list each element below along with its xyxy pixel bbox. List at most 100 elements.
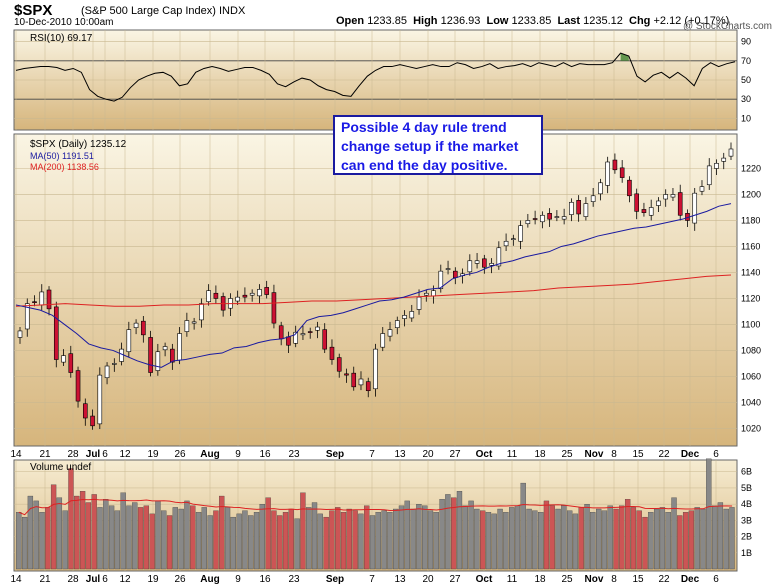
- symbol-description: (S&P 500 Large Cap Index) INDX: [81, 5, 246, 17]
- price-tick-label: 1080: [741, 345, 761, 355]
- x-tick-label: 21: [39, 449, 51, 460]
- candle-body: [17, 330, 23, 338]
- volume-bar: [346, 508, 352, 570]
- volume-bar: [103, 499, 109, 570]
- volume-bar: [85, 502, 92, 570]
- candle-body: [394, 320, 400, 328]
- candle-body: [90, 415, 95, 427]
- volume-bar: [711, 505, 718, 570]
- volume-bar: [126, 505, 132, 570]
- price-tick-label: 1120: [741, 293, 760, 303]
- candle-body: [155, 351, 161, 371]
- candle-body: [641, 209, 647, 213]
- candle-body: [271, 292, 277, 324]
- ma50-line: [15, 203, 732, 368]
- volume-bar: [369, 515, 376, 570]
- volume-bar: [514, 505, 521, 570]
- volume-bar: [451, 497, 457, 570]
- volume-bar: [62, 510, 68, 570]
- candle-body: [699, 186, 705, 192]
- x-tick-label: 16: [259, 449, 271, 460]
- volume-bar: [201, 507, 207, 570]
- volume-bar: [566, 510, 573, 570]
- x-tick-label: Aug: [200, 574, 219, 585]
- rsi-overbought-fill: [620, 53, 629, 61]
- x-tick-label: 12: [119, 574, 131, 585]
- candle-body: [496, 247, 502, 267]
- candle-body: [540, 214, 545, 223]
- candle-body: [605, 161, 610, 186]
- candle-body: [511, 238, 516, 240]
- volume-bar: [317, 513, 323, 570]
- high-value: 1236.93: [440, 15, 481, 27]
- candle-body: [293, 331, 298, 344]
- candle-body: [126, 329, 132, 353]
- volume-bar: [79, 491, 86, 570]
- x-tick-label: 13: [394, 449, 406, 460]
- volume-bar: [236, 513, 242, 570]
- volume-bar: [282, 512, 289, 570]
- x-tick-label: 26: [174, 574, 186, 585]
- volume-bar: [242, 510, 248, 570]
- candle-body: [365, 381, 371, 392]
- x-tick-label: 25: [561, 574, 573, 585]
- x-tick-label: 20: [422, 574, 434, 585]
- candle-body: [416, 296, 422, 310]
- volume-tick-label: 4B: [741, 499, 752, 509]
- x-tick-label: 18: [534, 449, 546, 460]
- candle-body: [39, 291, 45, 306]
- candle-body: [300, 333, 306, 336]
- candle-body: [315, 326, 320, 331]
- volume-bar: [659, 507, 666, 570]
- x-tick-label: 20: [422, 449, 434, 460]
- candle-body: [547, 213, 552, 220]
- candle-body: [525, 220, 531, 225]
- candle-body: [148, 337, 153, 373]
- volume-bar: [503, 512, 509, 570]
- candle-body: [344, 373, 349, 376]
- volume-bar: [601, 510, 608, 570]
- x-tick-label: 7: [369, 449, 375, 460]
- volume-bar: [561, 505, 567, 570]
- x-tick-label: 23: [288, 449, 300, 460]
- volume-bar: [132, 502, 138, 570]
- volume-bar: [190, 505, 196, 570]
- rsi-tick-label: 10: [741, 113, 751, 123]
- candle-body: [656, 200, 661, 206]
- rsi-title: RSI(10) 69.17: [30, 33, 93, 44]
- chart-datetime: 10-Dec-2010 10:00am: [14, 17, 114, 28]
- price-tick-label: 1100: [741, 319, 760, 329]
- volume-bar: [335, 507, 341, 570]
- volume-bar: [630, 507, 637, 570]
- volume-bar: [688, 510, 695, 570]
- open-label: Open: [336, 15, 365, 27]
- x-tick-label: Oct: [476, 449, 493, 460]
- volume-bar: [410, 508, 416, 570]
- rsi-line: [15, 52, 736, 102]
- x-tick-label: Nov: [585, 449, 604, 460]
- volume-bar: [607, 505, 613, 570]
- volume-bar: [27, 495, 34, 570]
- volume-tick-label: 2B: [741, 532, 752, 542]
- volume-bar: [665, 512, 671, 570]
- volume-bar: [729, 507, 735, 570]
- candle-body: [438, 270, 444, 290]
- rsi-tick-label: 30: [741, 94, 751, 104]
- x-tick-label: 25: [561, 449, 573, 460]
- volume-bar: [445, 494, 451, 570]
- volume-bar: [230, 516, 236, 570]
- volume-bar: [619, 505, 625, 570]
- candle-body: [358, 378, 364, 386]
- volume-bar: [497, 508, 503, 570]
- candle-body: [351, 372, 357, 388]
- candle-body: [677, 192, 683, 216]
- x-tick-label: 9: [235, 574, 241, 585]
- volume-title: Volume undef: [30, 462, 91, 473]
- price-tick-label: 1020: [741, 423, 761, 433]
- volume-bar: [213, 510, 219, 570]
- volume-bar: [526, 508, 532, 570]
- ma50-legend: MA(50) 1191.51: [30, 151, 94, 161]
- volume-bar: [306, 507, 312, 570]
- candle-body: [518, 225, 523, 242]
